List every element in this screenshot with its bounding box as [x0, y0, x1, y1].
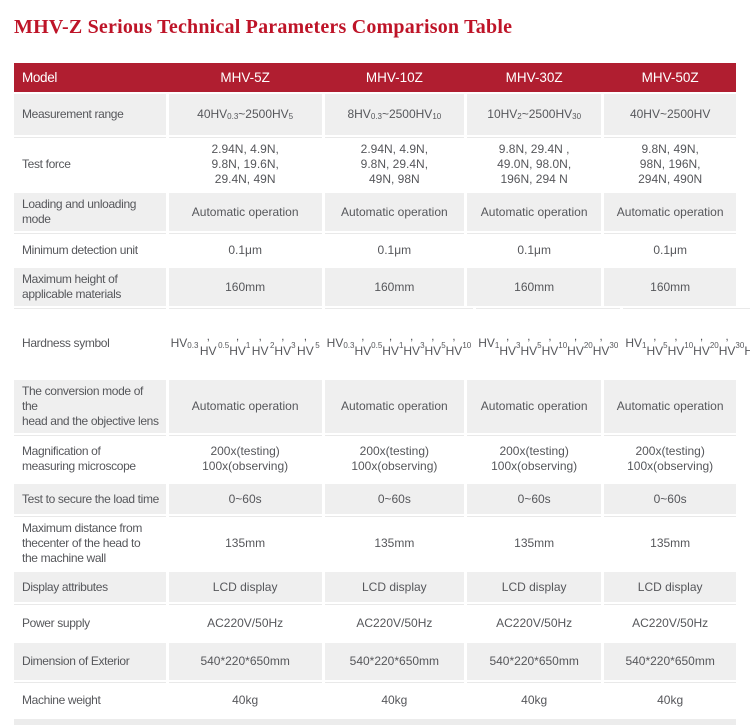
page: MHV-Z Serious Technical Parameters Compa… [0, 16, 750, 725]
cell-value: 40kg [467, 682, 602, 717]
cell-value: 135mm [324, 516, 465, 570]
cell-value: 40HV~2500HV [604, 94, 736, 135]
table-row-power-supply: Power supply AC220V/50Hz AC220V/50Hz AC2… [14, 604, 736, 641]
cell-value: Automatic operation [168, 193, 322, 231]
table-row-max-distance: Maximum distance from thecenter of the h… [14, 516, 736, 570]
cell-value: 0~60s [324, 484, 465, 514]
cell-value: Automatic operation [604, 193, 736, 231]
cell-value: LCD display [168, 572, 322, 602]
table-row-load-time: Test to secure the load time 0~60s 0~60s… [14, 484, 736, 514]
cell-value: 0.1μm [324, 233, 465, 266]
params-table: Model MHV-5Z MHV-10Z MHV-30Z MHV-50Z Mea… [14, 63, 750, 717]
cell-value: 540*220*650mm [467, 643, 602, 680]
cell-value: Automatic operation [604, 380, 736, 433]
row-label: Maximum distance from thecenter of the h… [14, 516, 166, 570]
cell-value: 200x(testing) 100x(observing) [324, 435, 465, 482]
cell-value: Automatic operation [467, 380, 602, 433]
cell-value: 540*220*650mm [604, 643, 736, 680]
row-label: Maximum height of applicable materials [14, 268, 166, 306]
cell-value: LCD display [324, 572, 465, 602]
header-cell-model: Model [14, 63, 166, 92]
cell-value: AC220V/50Hz [168, 604, 322, 641]
cell-value: 2.94N, 4.9N, 9.8N, 29.4N, 49N, 98N [324, 137, 465, 191]
header-cell-mhv-10z: MHV-10Z [324, 63, 465, 92]
header-cell-mhv-50z: MHV-50Z [604, 63, 736, 92]
row-label: Test force [14, 137, 166, 191]
row-label: Test to secure the load time [14, 484, 166, 514]
row-label: Power supply [14, 604, 166, 641]
cell-value: 9.8N, 49N, 98N, 196N, 294N, 490N [604, 137, 736, 191]
table-row-measurement-range: Measurement range 40HV 0.3 ~2500HV 5 8HV 0.3… [14, 94, 736, 135]
cell-value: 40kg [168, 682, 322, 717]
table-row-max-height: Maximum height of applicable materials 1… [14, 268, 736, 306]
cell-value: 135mm [467, 516, 602, 570]
cell-value: 8HV 0.3 ~2500HV 10 [324, 94, 465, 135]
row-label: Display attributes [14, 572, 166, 602]
cell-value: 0.1μm [467, 233, 602, 266]
cell-value: 0~60s [168, 484, 322, 514]
cell-value: HV 1, HV 3, HV 5, HV 10, HV 20, HV 30 [476, 308, 621, 378]
row-label: Minimum detection unit [14, 233, 166, 266]
cell-value: Automatic operation [467, 193, 602, 231]
table-row-machine-weight: Machine weight 40kg 40kg 40kg 40kg [14, 682, 736, 717]
row-label: Loading and unloading mode [14, 193, 166, 231]
cell-value: 40kg [324, 682, 465, 717]
cell-value: Automatic operation [324, 193, 465, 231]
row-label: Measurement range [14, 94, 166, 135]
cell-value: 2.94N, 4.9N, 9.8N, 19.6N, 29.4N, 49N [168, 137, 322, 191]
row-label: Hardness symbol [14, 308, 166, 378]
header-cell-mhv-5z: MHV-5Z [168, 63, 322, 92]
table-bottom-strip [14, 719, 736, 725]
cell-value: AC220V/50Hz [467, 604, 602, 641]
cell-value: AC220V/50Hz [324, 604, 465, 641]
cell-value: Automatic operation [168, 380, 322, 433]
page-title: MHV-Z Serious Technical Parameters Compa… [14, 16, 513, 38]
cell-value: LCD display [604, 572, 736, 602]
cell-value: 540*220*650mm [324, 643, 465, 680]
table-row-test-force: Test force 2.94N, 4.9N, 9.8N, 19.6N, 29.… [14, 137, 736, 191]
cell-value: Automatic operation [324, 380, 465, 433]
cell-value: 160mm [604, 268, 736, 306]
cell-value: HV 0.3, HV 0.5, HV 1, HV 2, HV 3, HV 5 [168, 308, 322, 378]
table-header-row: Model MHV-5Z MHV-10Z MHV-30Z MHV-50Z [14, 63, 736, 92]
table-row-hardness-symbol: Hardness symbol HV 0.3, HV 0.5, HV 1, HV 2, … [14, 308, 750, 378]
cell-value: 0~60s [467, 484, 602, 514]
table-row-magnification: Magnification of measuring microscope 20… [14, 435, 736, 482]
table-row-dimension: Dimension of Exterior 540*220*650mm 540*… [14, 643, 736, 680]
cell-value: 0.1μm [168, 233, 322, 266]
cell-value: 160mm [467, 268, 602, 306]
table-row-display-attributes: Display attributes LCD display LCD displ… [14, 572, 736, 602]
cell-value: 9.8N, 29.4N , 49.0N, 98.0N, 196N, 294 N [467, 137, 602, 191]
cell-value: HV 0.3, HV 0.5, HV 1, HV 3, HV 5, HV 10 [324, 308, 474, 378]
table-row-min-detection-unit: Minimum detection unit 0.1μm 0.1μm 0.1μm… [14, 233, 736, 266]
row-label: Machine weight [14, 682, 166, 717]
cell-value: 160mm [324, 268, 465, 306]
cell-value: 200x(testing) 100x(observing) [168, 435, 322, 482]
cell-value: 40HV 0.3 ~2500HV 5 [168, 94, 322, 135]
row-label: Magnification of measuring microscope [14, 435, 166, 482]
row-label: Dimension of Exterior [14, 643, 166, 680]
table-row-loading-mode: Loading and unloading mode Automatic ope… [14, 193, 736, 231]
cell-value: 0.1μm [604, 233, 736, 266]
cell-value: 200x(testing) 100x(observing) [604, 435, 736, 482]
row-label: The conversion mode of the head and the … [14, 380, 166, 433]
cell-value: 135mm [168, 516, 322, 570]
header-cell-mhv-30z: MHV-30Z [467, 63, 602, 92]
cell-value: AC220V/50Hz [604, 604, 736, 641]
cell-value: 40kg [604, 682, 736, 717]
cell-value: 540*220*650mm [168, 643, 322, 680]
cell-value: 10HV 2 ~2500HV 30 [467, 94, 602, 135]
cell-value: 0~60s [604, 484, 736, 514]
cell-value: 160mm [168, 268, 322, 306]
table-row-conversion-mode: The conversion mode of the head and the … [14, 380, 736, 433]
cell-value: 200x(testing) 100x(observing) [467, 435, 602, 482]
cell-value: LCD display [467, 572, 602, 602]
cell-value: 135mm [604, 516, 736, 570]
